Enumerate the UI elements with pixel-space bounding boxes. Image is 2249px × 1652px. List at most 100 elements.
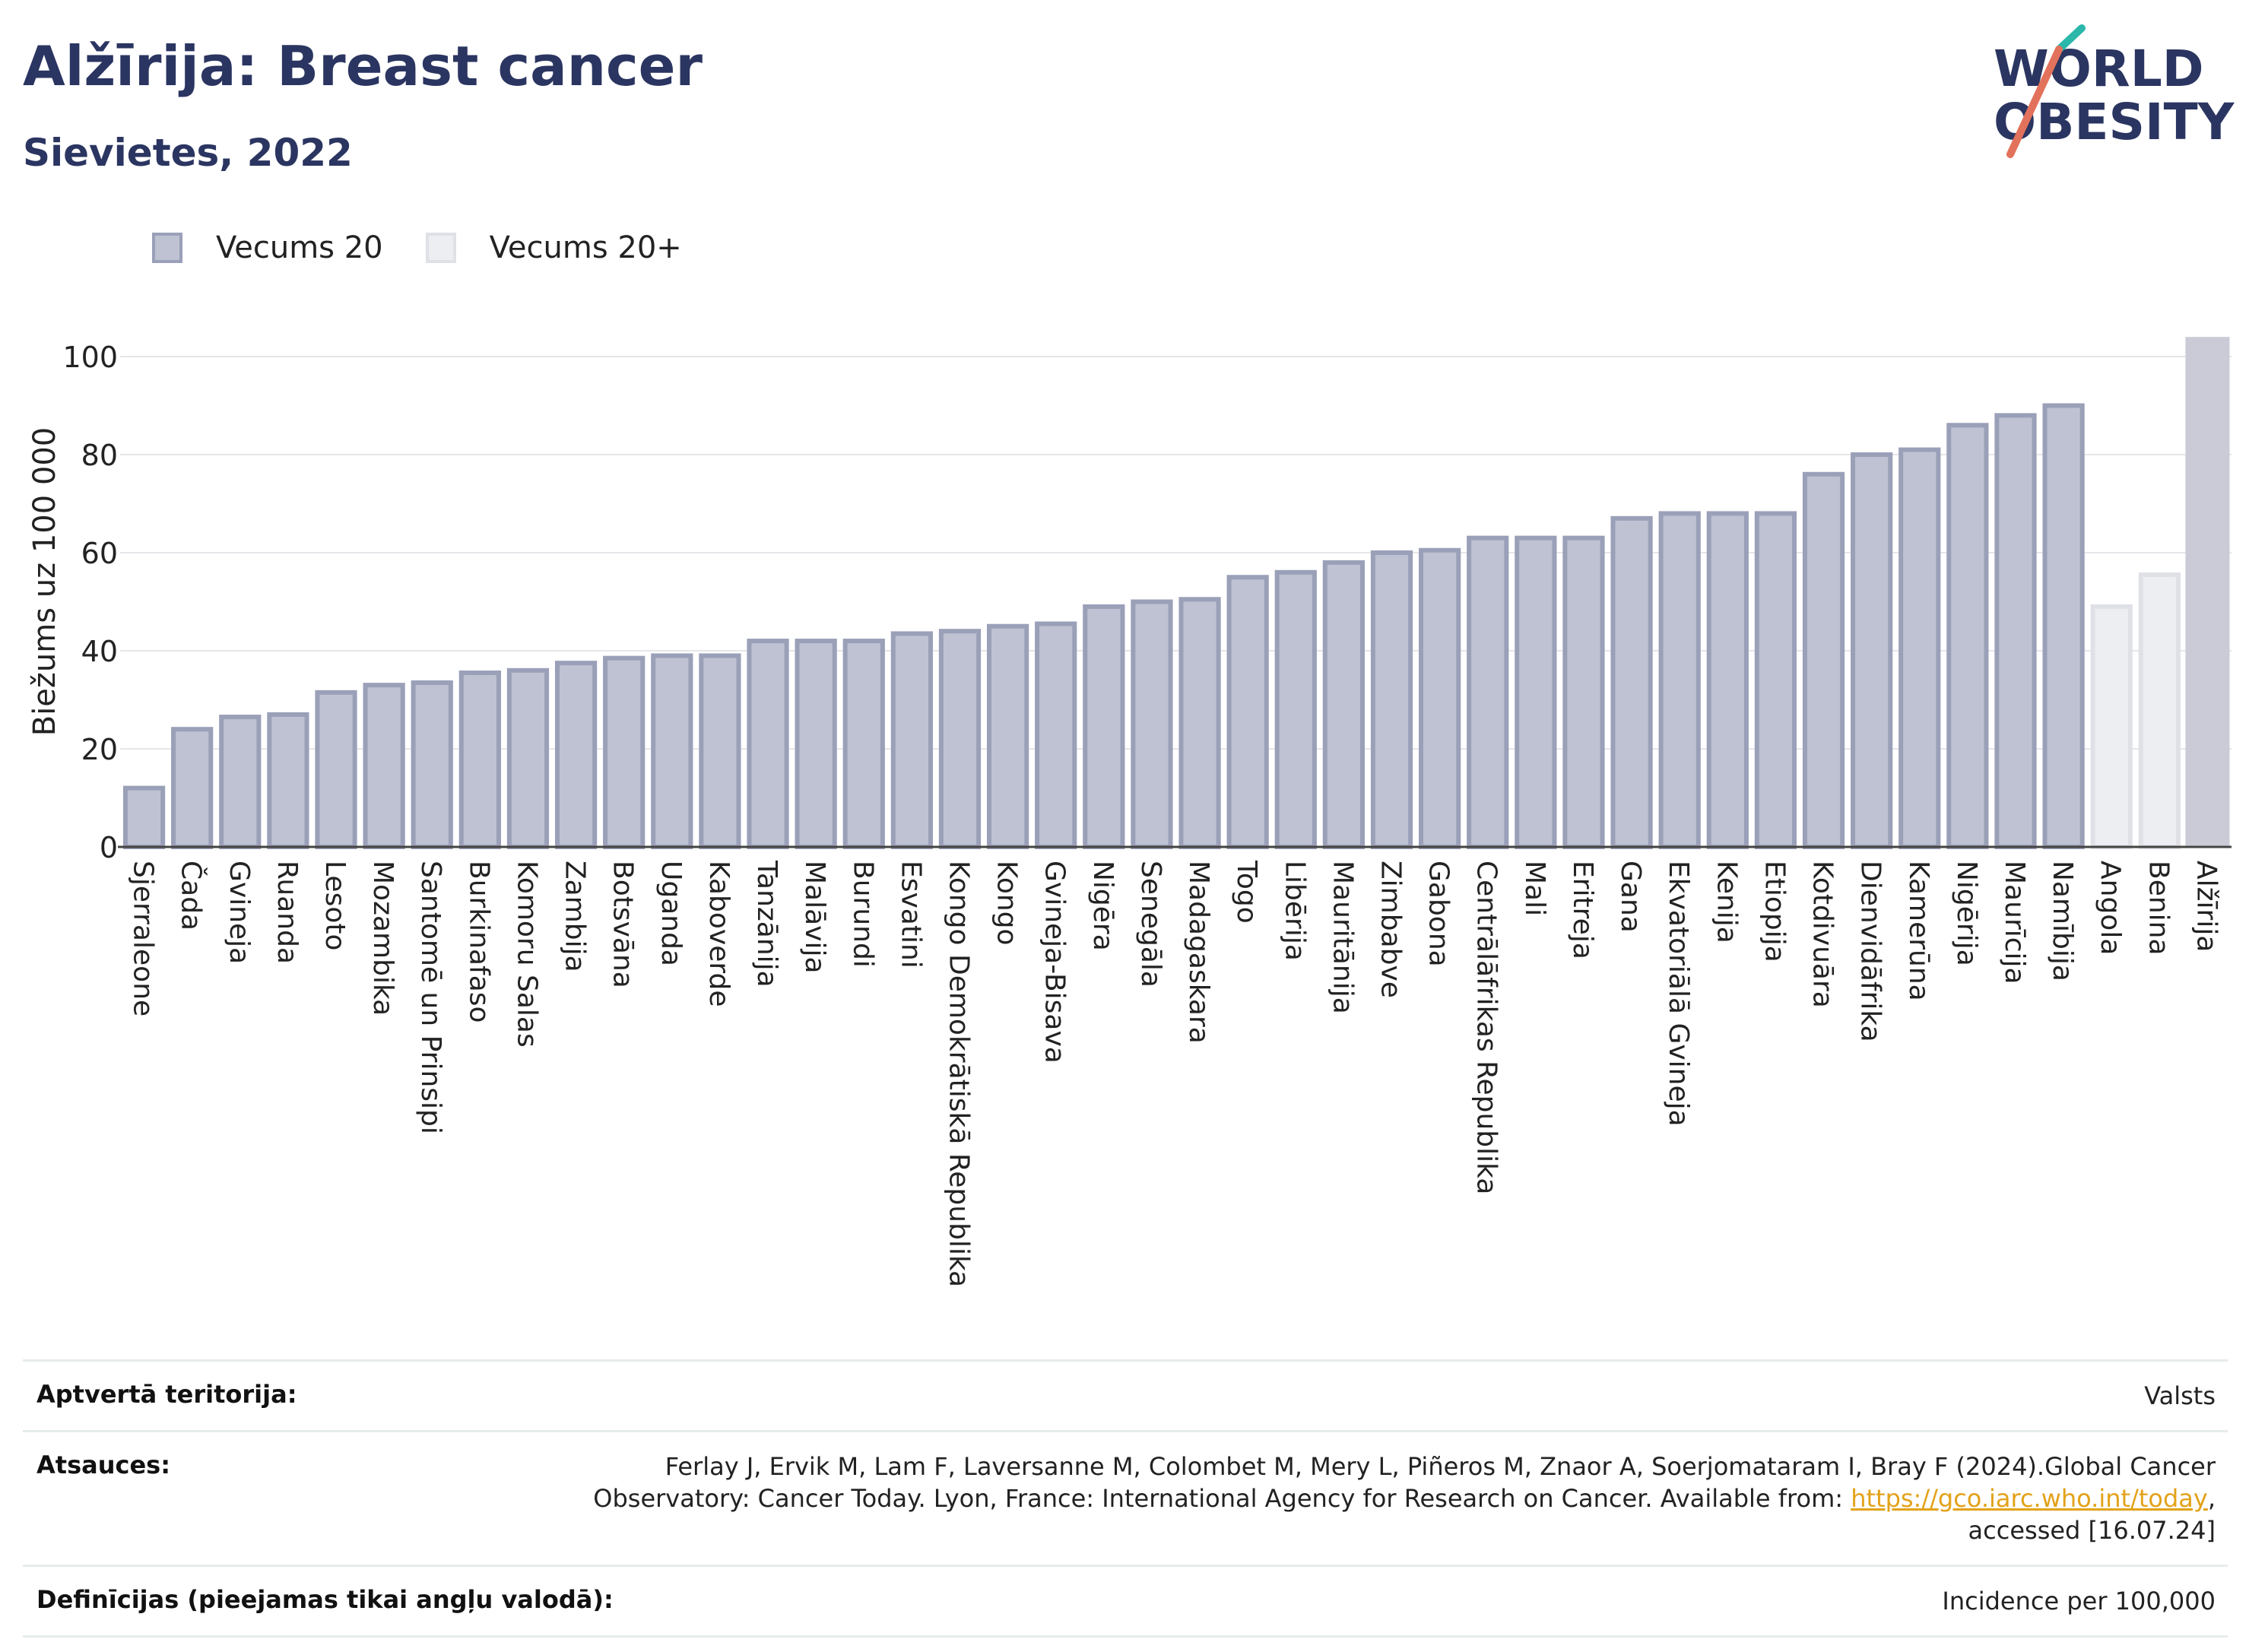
bar[interactable] [1610,515,1653,849]
bar[interactable] [458,671,501,849]
footer-reference-text: Ferlay J, Ervik M, Lam F, Laversanne M, … [593,1451,2216,1546]
y-axis-label: Biežums uz 100 000 [27,427,62,737]
x-tick-label: Kongo [991,861,1023,946]
y-tick-label: 100 [62,341,118,374]
footer-row-coverage: Aptvertā teritorija: Valsts [23,1359,2228,1430]
footer-label: Aptvertā teritorija: [36,1380,297,1409]
legend-item-vecums-20[interactable]: Vecums 20 [152,230,383,265]
x-tick-label: Togo [1231,860,1262,924]
bar[interactable] [554,661,598,849]
logo-text-obesity: OBESITY [1994,93,2235,151]
bar[interactable] [506,667,550,849]
bar[interactable] [2042,403,2085,849]
x-tick-label: Esvatini [895,861,926,969]
y-tick-label: 80 [81,439,118,472]
reference-line-1: Ferlay J, Ervik M, Lam F, Laversanne M, … [665,1452,2216,1481]
x-tick-label: Angola [2095,861,2126,955]
logo-slash-coral [2006,46,2063,158]
bar[interactable] [219,715,262,850]
bar[interactable] [699,653,741,850]
x-tick-label: Kamerūna [1903,861,1934,1001]
bar[interactable] [267,712,309,849]
x-tick-label: Kaboverde [703,861,734,1007]
y-tick-label: 0 [100,831,118,864]
x-tick-label: Santomē un Prinsipi [415,861,446,1134]
bar[interactable] [938,629,982,849]
bar[interactable] [1946,423,1989,850]
bar[interactable] [603,655,646,849]
legend-label: Vecums 20+ [489,230,682,265]
bar[interactable] [1467,535,1509,849]
legend-swatch-vecums-20-plus [425,233,456,263]
bar[interactable] [1706,511,1749,849]
x-tick-label: Ekvatoriālā Gvineja [1663,861,1694,1127]
x-tick-label: Gabona [1423,861,1454,967]
info-footer: Aptvertā teritorija: Valsts Atsauces: Fe… [23,1359,2228,1638]
bar[interactable] [890,631,933,849]
logo-slash-teal [2055,24,2086,53]
footer-value: Valsts [2144,1381,2216,1410]
bar[interactable] [1178,597,1221,849]
x-tick-label: Lesoto [319,861,351,951]
bar[interactable] [363,683,405,850]
bar[interactable] [1898,447,1941,850]
bar[interactable] [1131,599,1173,849]
x-tick-label: Mali [1519,861,1550,916]
bar[interactable] [1562,535,1605,849]
x-tick-label: Čada [176,861,208,931]
bar[interactable] [747,639,789,849]
bar[interactable] [1274,569,1317,849]
bar[interactable] [1083,604,1125,849]
x-tick-label: Kotdivuāra [1807,861,1838,1008]
x-tick-label: Dienvidāfrika [1855,861,1886,1042]
x-tick-label: Malāvija [799,861,830,974]
bar[interactable] [2090,604,2133,849]
bar[interactable] [1802,471,1845,850]
bar[interactable] [2138,572,2181,849]
x-tick-label: Nigērija [1951,861,1982,966]
bar[interactable] [1226,575,1269,849]
x-tick-label: Senegāla [1135,861,1166,988]
bar[interactable] [1419,547,1461,849]
bar[interactable] [795,639,837,849]
bar[interactable] [315,690,357,850]
legend-label: Vecums 20 [216,230,383,265]
bar[interactable] [1322,560,1366,849]
x-tick-label: Nigēra [1087,861,1118,951]
reference-line-2-text: Observatory: Cancer Today. Lyon, France:… [593,1484,1851,1513]
x-tick-label: Kongo Demokrātiskā Republika [943,861,974,1287]
x-tick-label: Maurīcija [1999,861,2030,985]
bar[interactable] [122,785,166,849]
bar[interactable] [171,727,214,850]
bar[interactable] [1515,535,1557,849]
reference-line-2-end: , [2207,1484,2216,1513]
bar[interactable] [1035,621,1077,849]
x-tick-label: Burkinafaso [463,861,494,1023]
x-tick-label: Etiopija [1759,861,1790,962]
x-tick-label: Centrālāfrikas Republika [1471,861,1502,1194]
x-tick-label: Zambija [560,861,591,972]
bar[interactable] [411,680,453,849]
x-tick-label: Alžīrija [2190,861,2222,952]
bar[interactable] [986,623,1029,849]
x-tick-label: Ruanda [271,861,303,964]
bar[interactable] [651,653,693,850]
x-tick-label: Gana [1615,861,1646,933]
legend-item-vecums-20-plus[interactable]: Vecums 20+ [425,230,682,265]
bar[interactable] [842,639,885,849]
x-tick-label: Zimbabve [1375,861,1407,998]
bar[interactable] [1370,550,1413,849]
bar[interactable] [1851,452,1893,849]
reference-line-3: accessed [16.07.24] [1968,1516,2216,1545]
bar[interactable] [1658,511,1701,849]
bar[interactable] [1754,511,1797,849]
footer-row-definitions: Definīcijas (pieejamas tikai angļu valod… [23,1565,2228,1638]
chart-title: Alžīrija: Breast cancer [23,34,703,98]
world-obesity-logo: WORLD OBESITY [1994,24,2235,158]
x-axis-ticks: Sjerraleone Čada Gvineja Ruanda Lesoto Mozamb… [128,860,2222,1287]
bar[interactable] [2185,337,2230,847]
x-tick-label: Komoru Salas [511,861,542,1048]
bar[interactable] [1994,413,2037,849]
reference-link[interactable]: https://gco.iarc.who.int/today [1851,1484,2208,1513]
footer-label: Atsauces: [36,1451,170,1479]
